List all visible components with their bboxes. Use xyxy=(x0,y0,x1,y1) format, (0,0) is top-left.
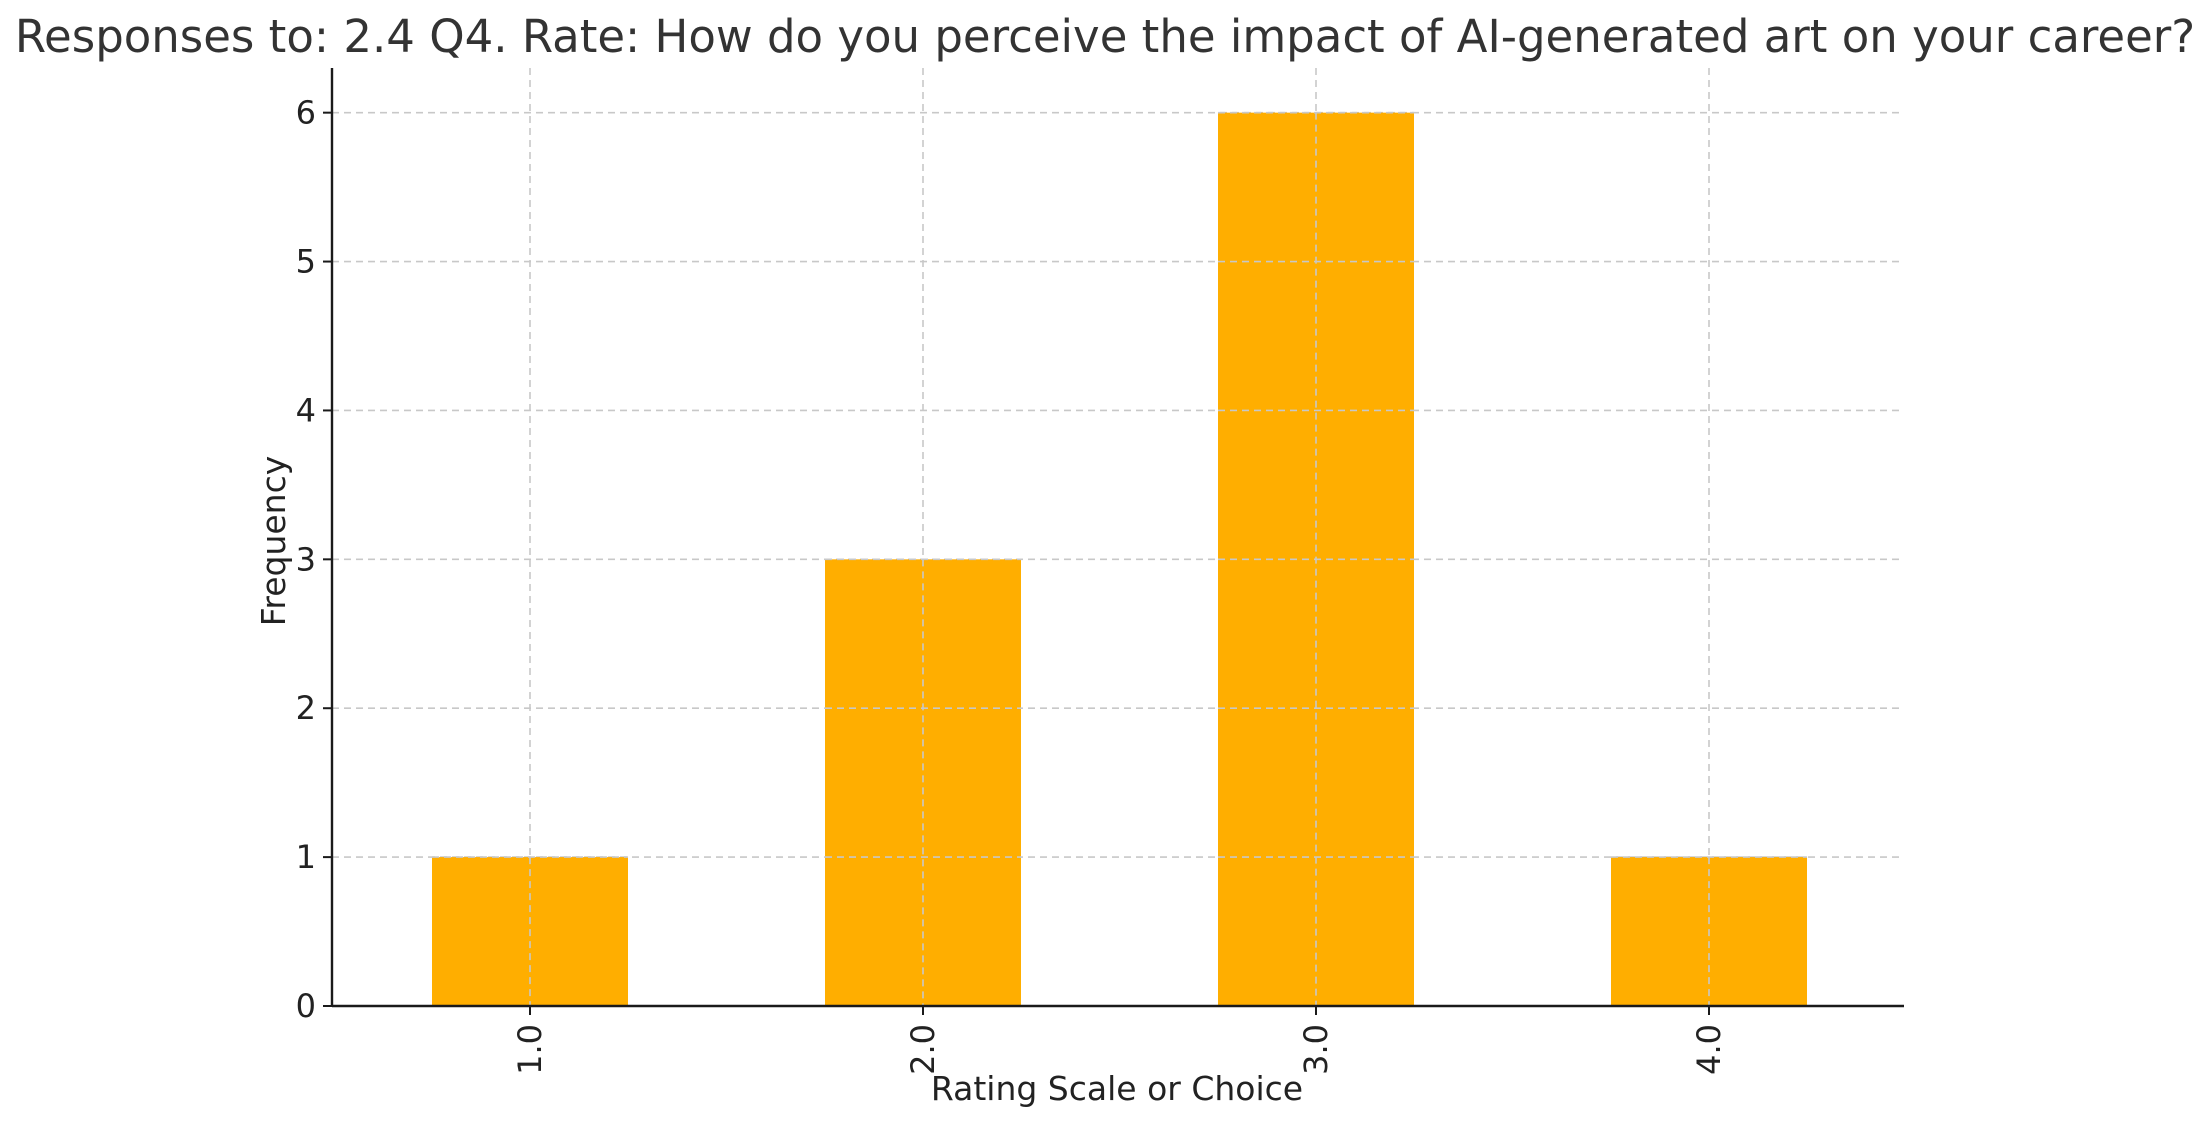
y-tick-label: 0 xyxy=(296,987,316,1025)
y-tick-label: 1 xyxy=(296,838,316,876)
x-tick-label: 1.0 xyxy=(511,1024,549,1075)
y-tick-label: 4 xyxy=(296,391,316,429)
grid-layer xyxy=(332,68,1904,1006)
axis-layer xyxy=(330,68,1904,1008)
y-tick-label: 2 xyxy=(296,689,316,727)
bar-layer xyxy=(432,111,1807,1006)
y-axis-label: Frequency xyxy=(254,456,293,626)
y-tick-label: 3 xyxy=(296,540,316,578)
y-tick-label: 5 xyxy=(296,243,316,281)
tick-layer: 0 1 2 3 4 5 6 1.0 2.0 3.0 4.0 xyxy=(296,94,1728,1075)
x-axis-label: Rating Scale or Choice xyxy=(931,1069,1303,1108)
chart-title: Responses to: 2.4 Q4. Rate: How do you p… xyxy=(15,10,2195,63)
y-tick-label: 6 xyxy=(296,94,316,132)
x-tick-label: 4.0 xyxy=(1690,1024,1728,1075)
x-tick-label: 2.0 xyxy=(904,1024,942,1075)
x-tick-label: 3.0 xyxy=(1297,1024,1335,1075)
